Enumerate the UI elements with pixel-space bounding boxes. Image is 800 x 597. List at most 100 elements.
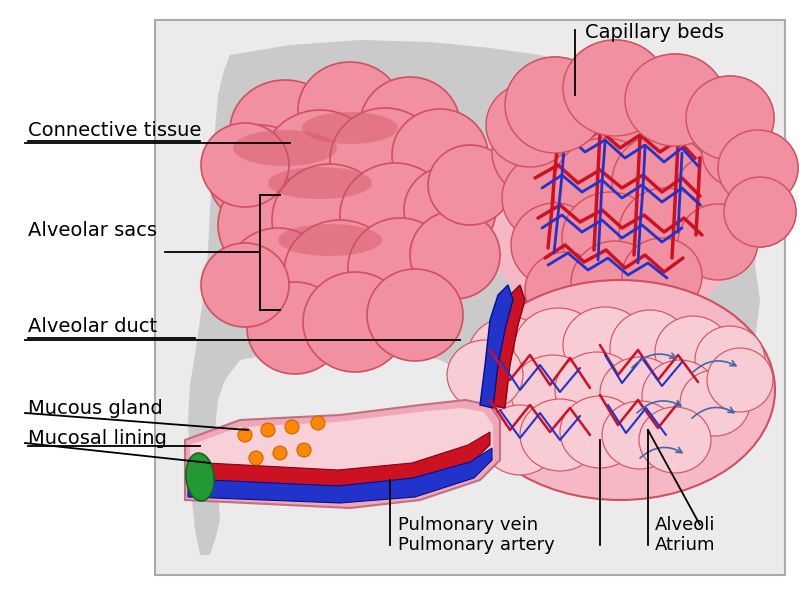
Ellipse shape [468, 317, 552, 393]
Ellipse shape [447, 340, 523, 410]
Ellipse shape [226, 228, 330, 328]
Ellipse shape [262, 110, 378, 220]
Ellipse shape [555, 352, 639, 428]
Ellipse shape [247, 282, 343, 374]
Ellipse shape [686, 76, 774, 160]
Ellipse shape [201, 243, 289, 327]
Ellipse shape [571, 241, 659, 325]
Ellipse shape [428, 145, 512, 225]
Ellipse shape [525, 252, 605, 328]
Ellipse shape [639, 407, 711, 473]
Polygon shape [188, 432, 490, 488]
Polygon shape [190, 408, 493, 502]
Ellipse shape [553, 138, 657, 238]
Ellipse shape [625, 54, 725, 146]
Text: Pulmonary vein: Pulmonary vein [398, 516, 538, 534]
Ellipse shape [470, 364, 550, 436]
Ellipse shape [563, 40, 667, 136]
Ellipse shape [695, 326, 765, 394]
Ellipse shape [707, 348, 773, 412]
Ellipse shape [208, 125, 312, 225]
Ellipse shape [186, 453, 214, 501]
Ellipse shape [297, 443, 311, 457]
Ellipse shape [718, 130, 798, 206]
Ellipse shape [238, 428, 252, 442]
Ellipse shape [249, 451, 263, 465]
Ellipse shape [702, 116, 778, 188]
Ellipse shape [272, 164, 388, 276]
Text: Atrium: Atrium [655, 536, 715, 554]
Ellipse shape [505, 57, 605, 153]
Ellipse shape [475, 60, 755, 330]
Text: Alveolar duct: Alveolar duct [28, 318, 157, 337]
Ellipse shape [612, 134, 712, 230]
Ellipse shape [392, 109, 488, 201]
Ellipse shape [465, 280, 775, 500]
Ellipse shape [562, 192, 658, 284]
Polygon shape [188, 40, 780, 555]
Text: Mucosal lining: Mucosal lining [28, 429, 167, 448]
Text: Connective tissue: Connective tissue [28, 121, 202, 140]
Ellipse shape [686, 76, 774, 160]
Ellipse shape [340, 163, 450, 267]
Ellipse shape [303, 272, 407, 372]
Ellipse shape [563, 40, 667, 136]
Ellipse shape [261, 423, 275, 437]
Ellipse shape [600, 357, 680, 429]
Ellipse shape [520, 399, 600, 471]
Ellipse shape [619, 188, 711, 276]
Ellipse shape [511, 203, 599, 287]
Ellipse shape [563, 307, 647, 383]
Ellipse shape [502, 154, 594, 242]
Ellipse shape [218, 175, 318, 275]
Ellipse shape [360, 77, 460, 173]
Ellipse shape [505, 57, 605, 153]
Ellipse shape [233, 130, 337, 166]
Ellipse shape [602, 401, 678, 469]
Ellipse shape [404, 166, 496, 254]
Text: Alveoli: Alveoli [655, 516, 715, 534]
Ellipse shape [724, 177, 796, 247]
Ellipse shape [560, 396, 640, 468]
Ellipse shape [273, 446, 287, 460]
Ellipse shape [348, 218, 452, 318]
Text: Alveolar sacs: Alveolar sacs [28, 220, 157, 239]
Ellipse shape [311, 416, 325, 430]
Ellipse shape [285, 420, 299, 434]
Ellipse shape [546, 90, 650, 190]
Ellipse shape [230, 80, 340, 180]
Text: Capillary beds: Capillary beds [585, 23, 724, 42]
Text: Pulmonary artery: Pulmonary artery [398, 536, 554, 554]
Bar [155, 20, 785, 575]
Ellipse shape [278, 224, 382, 256]
Ellipse shape [330, 108, 440, 212]
Ellipse shape [486, 83, 574, 167]
Ellipse shape [622, 238, 702, 314]
Ellipse shape [410, 211, 500, 299]
Ellipse shape [482, 405, 558, 475]
Ellipse shape [284, 220, 396, 324]
Ellipse shape [606, 87, 710, 183]
Ellipse shape [514, 308, 602, 388]
Polygon shape [188, 448, 492, 503]
Ellipse shape [655, 316, 731, 388]
Ellipse shape [669, 106, 761, 194]
Polygon shape [490, 285, 525, 408]
Ellipse shape [680, 370, 750, 436]
Ellipse shape [268, 167, 372, 199]
Ellipse shape [220, 80, 460, 360]
Ellipse shape [610, 310, 690, 386]
Ellipse shape [201, 123, 289, 207]
Polygon shape [185, 400, 500, 508]
Ellipse shape [642, 360, 718, 432]
Ellipse shape [298, 62, 402, 158]
Polygon shape [480, 285, 513, 408]
Ellipse shape [625, 54, 725, 146]
Text: Mucous gland: Mucous gland [28, 399, 162, 417]
Ellipse shape [511, 355, 595, 431]
Ellipse shape [674, 153, 762, 237]
Ellipse shape [718, 130, 798, 206]
Ellipse shape [724, 177, 796, 247]
Ellipse shape [492, 106, 588, 198]
Ellipse shape [367, 269, 463, 361]
